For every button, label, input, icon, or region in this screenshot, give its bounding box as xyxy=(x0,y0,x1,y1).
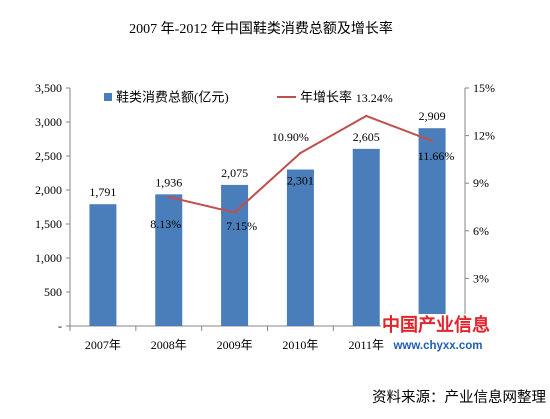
x-tick-label-5: 2011年 xyxy=(348,338,384,352)
watermark-background-bottom xyxy=(388,336,488,354)
axes: - 500 1,000 1,500 2,000 2,500 3,000 3,500 3% 6% 9%… xyxy=(35,81,495,352)
chart-title: 2007 年-2012 年中国鞋类消费总额及增长率 xyxy=(129,20,393,37)
y-left-tick-label-4: 1,500 xyxy=(35,217,62,231)
y-left-tick-label-8: 3,500 xyxy=(35,81,62,95)
y-left-tick-label-6: 2,500 xyxy=(35,149,62,163)
growth-rate-series xyxy=(167,114,434,214)
bar-value-label-1: 1,791 xyxy=(89,185,116,199)
bar-value-label-5: 2,605 xyxy=(353,130,380,144)
bar-4 xyxy=(286,169,314,326)
watermark-background-top xyxy=(381,314,494,336)
bar-value-label-2: 1,936 xyxy=(155,175,182,189)
legend-line-label: 年增长率 xyxy=(300,90,352,105)
x-tick-label-4: 2010年 xyxy=(282,338,318,352)
bar-2 xyxy=(155,194,183,326)
y-right-tick-label-5: 15% xyxy=(473,81,495,95)
y-right-tick-label-4: 12% xyxy=(473,129,495,143)
x-tick-label-2: 2008年 xyxy=(151,338,187,352)
x-tick-label-3: 2009年 xyxy=(217,338,253,352)
x-tick-label-1: 2007年 xyxy=(85,338,121,352)
y-left-tick-label-3: 1,000 xyxy=(35,251,62,265)
y-left-tick-label-5: 2,000 xyxy=(35,183,62,197)
data-labels: 1,791 1,936 2,075 2,301 2,605 2,909 8.13% 7.15%… xyxy=(89,91,454,233)
bar-3 xyxy=(221,184,249,326)
y-right-tick-label-2: 6% xyxy=(473,224,489,238)
watermark-logo: 中国产业信息 www.chyxx.com xyxy=(381,314,494,354)
growth-point-2 xyxy=(167,195,170,199)
legend-bar-label: 鞋类消费总额(亿元) xyxy=(116,90,229,105)
growth-point-3 xyxy=(233,211,236,214)
growth-point-4 xyxy=(299,151,302,155)
growth-point-6 xyxy=(430,139,434,143)
growth-value-label-6: 11.66% xyxy=(418,149,455,163)
y-right-tick-label-1: 3% xyxy=(473,271,489,285)
bar-5 xyxy=(352,148,380,326)
bar-1 xyxy=(89,204,117,326)
bar-value-label-4: 2,301 xyxy=(287,174,314,188)
y-left-tick-label-2: 500 xyxy=(44,285,62,299)
growth-value-label-4: 10.90% xyxy=(272,130,309,144)
growth-value-label-2: 8.13% xyxy=(150,217,181,231)
legend-bar-swatch xyxy=(104,93,112,101)
watermark-title: 中国产业信息 xyxy=(382,314,490,335)
growth-value-label-3: 7.15% xyxy=(226,219,257,233)
bar-6 xyxy=(418,128,446,326)
y-left-tick-label-7: 3,000 xyxy=(35,115,62,129)
bar-series xyxy=(89,128,446,326)
legend: 鞋类消费总额(亿元) 年增长率 xyxy=(104,90,352,105)
growth-point-5 xyxy=(365,114,368,118)
bar-value-label-6: 2,909 xyxy=(419,109,446,123)
growth-value-label-5: 13.24% xyxy=(356,91,393,105)
y-right-tick-label-3: 9% xyxy=(473,176,489,190)
source-note: 资料来源：产业信息网整理 xyxy=(372,389,546,406)
watermark-site: www.chyxx.com xyxy=(392,340,482,352)
y-left-tick-label-1: - xyxy=(58,319,62,333)
bar-value-label-3: 2,075 xyxy=(221,166,248,180)
